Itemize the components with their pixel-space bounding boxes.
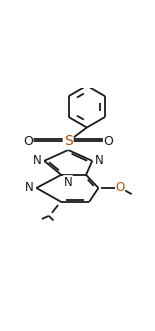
- Text: O: O: [115, 181, 125, 195]
- Text: O: O: [104, 135, 113, 148]
- Text: O: O: [23, 135, 33, 148]
- Text: N: N: [25, 181, 34, 194]
- Text: N: N: [64, 175, 72, 189]
- Text: N: N: [95, 154, 104, 166]
- Text: N: N: [33, 154, 41, 166]
- Text: S: S: [64, 134, 73, 149]
